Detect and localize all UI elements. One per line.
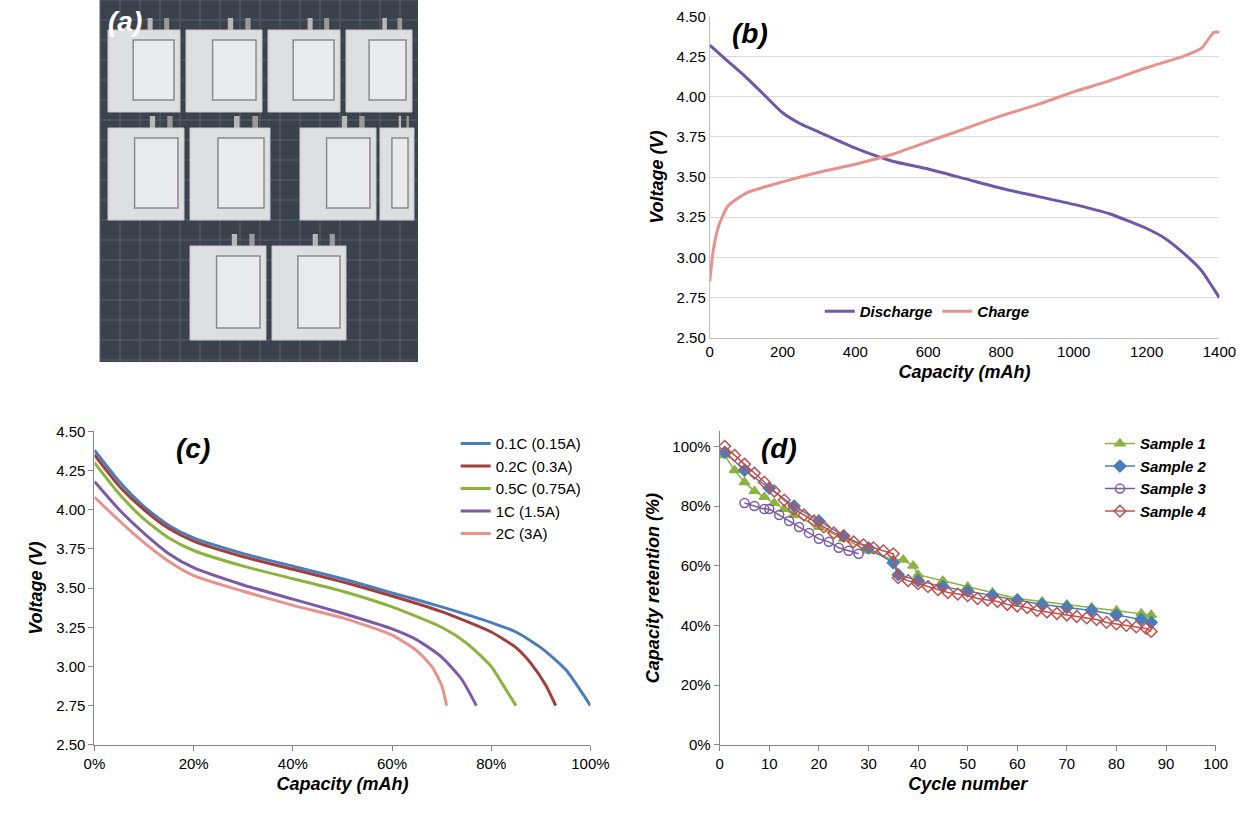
svg-text:60%: 60% [681, 557, 711, 574]
svg-text:40%: 40% [278, 755, 308, 772]
svg-text:4.50: 4.50 [677, 8, 706, 25]
svg-text:80: 80 [1108, 755, 1125, 772]
svg-text:2.50: 2.50 [677, 329, 706, 346]
svg-text:0%: 0% [84, 755, 106, 772]
svg-text:3.00: 3.00 [677, 249, 706, 266]
svg-text:200: 200 [770, 343, 795, 360]
svg-text:0: 0 [706, 343, 714, 360]
svg-text:(b): (b) [732, 18, 768, 49]
svg-text:2.75: 2.75 [677, 289, 706, 306]
svg-text:2.75: 2.75 [56, 697, 85, 714]
svg-text:40%: 40% [681, 617, 711, 634]
svg-text:Charge: Charge [977, 303, 1029, 320]
svg-text:2C (3A): 2C (3A) [496, 525, 548, 542]
svg-text:Sample 2: Sample 2 [1140, 458, 1207, 475]
svg-text:0.1C (0.15A): 0.1C (0.15A) [496, 435, 581, 452]
svg-text:Sample 4: Sample 4 [1140, 503, 1207, 520]
svg-text:100%: 100% [672, 438, 710, 455]
svg-text:3.50: 3.50 [56, 579, 85, 596]
svg-text:(a): (a) [108, 6, 142, 37]
svg-text:3.75: 3.75 [677, 128, 706, 145]
svg-text:0.5C (0.75A): 0.5C (0.75A) [496, 480, 581, 497]
svg-text:60: 60 [1009, 755, 1026, 772]
svg-text:3.25: 3.25 [56, 619, 85, 636]
svg-text:Capacity (mAh): Capacity (mAh) [276, 774, 408, 794]
svg-text:60%: 60% [377, 755, 407, 772]
svg-text:Sample 3: Sample 3 [1140, 480, 1207, 497]
svg-text:(c): (c) [176, 433, 210, 464]
svg-text:4.50: 4.50 [56, 423, 85, 440]
svg-text:0.2C (0.3A): 0.2C (0.3A) [496, 458, 573, 475]
svg-text:3.50: 3.50 [677, 168, 706, 185]
svg-text:Discharge: Discharge [860, 303, 933, 320]
svg-text:2.50: 2.50 [56, 736, 85, 753]
svg-text:4.00: 4.00 [677, 88, 706, 105]
svg-text:40: 40 [910, 755, 927, 772]
svg-text:50: 50 [959, 755, 976, 772]
svg-text:20%: 20% [681, 676, 711, 693]
svg-text:100: 100 [1203, 755, 1228, 772]
svg-text:(d): (d) [761, 433, 797, 464]
svg-text:90: 90 [1158, 755, 1175, 772]
svg-text:80%: 80% [476, 755, 506, 772]
svg-text:800: 800 [988, 343, 1013, 360]
svg-text:20%: 20% [179, 755, 209, 772]
svg-text:4.25: 4.25 [56, 462, 85, 479]
svg-text:3.25: 3.25 [677, 208, 706, 225]
svg-text:10: 10 [761, 755, 778, 772]
svg-text:30: 30 [860, 755, 877, 772]
svg-text:4.25: 4.25 [677, 48, 706, 65]
svg-text:1200: 1200 [1130, 343, 1163, 360]
svg-text:20: 20 [811, 755, 828, 772]
svg-text:1C (1.5A): 1C (1.5A) [496, 503, 560, 520]
svg-text:80%: 80% [681, 497, 711, 514]
svg-text:600: 600 [916, 343, 941, 360]
svg-text:0%: 0% [689, 736, 711, 753]
svg-text:0: 0 [716, 755, 724, 772]
svg-text:Cycle number: Cycle number [908, 774, 1028, 794]
svg-text:Capacity retention (%): Capacity retention (%) [643, 493, 663, 683]
svg-text:1000: 1000 [1057, 343, 1090, 360]
svg-text:400: 400 [843, 343, 868, 360]
svg-text:3.75: 3.75 [56, 540, 85, 557]
svg-text:4.00: 4.00 [56, 501, 85, 518]
svg-text:3.00: 3.00 [56, 658, 85, 675]
svg-text:Capacity (mAh): Capacity (mAh) [899, 362, 1031, 382]
svg-text:100%: 100% [571, 755, 609, 772]
svg-text:Voltage (V): Voltage (V) [647, 130, 667, 223]
svg-text:70: 70 [1059, 755, 1076, 772]
svg-text:Voltage (V): Voltage (V) [26, 541, 46, 634]
svg-text:1400: 1400 [1203, 343, 1236, 360]
svg-text:Sample 1: Sample 1 [1140, 435, 1206, 452]
